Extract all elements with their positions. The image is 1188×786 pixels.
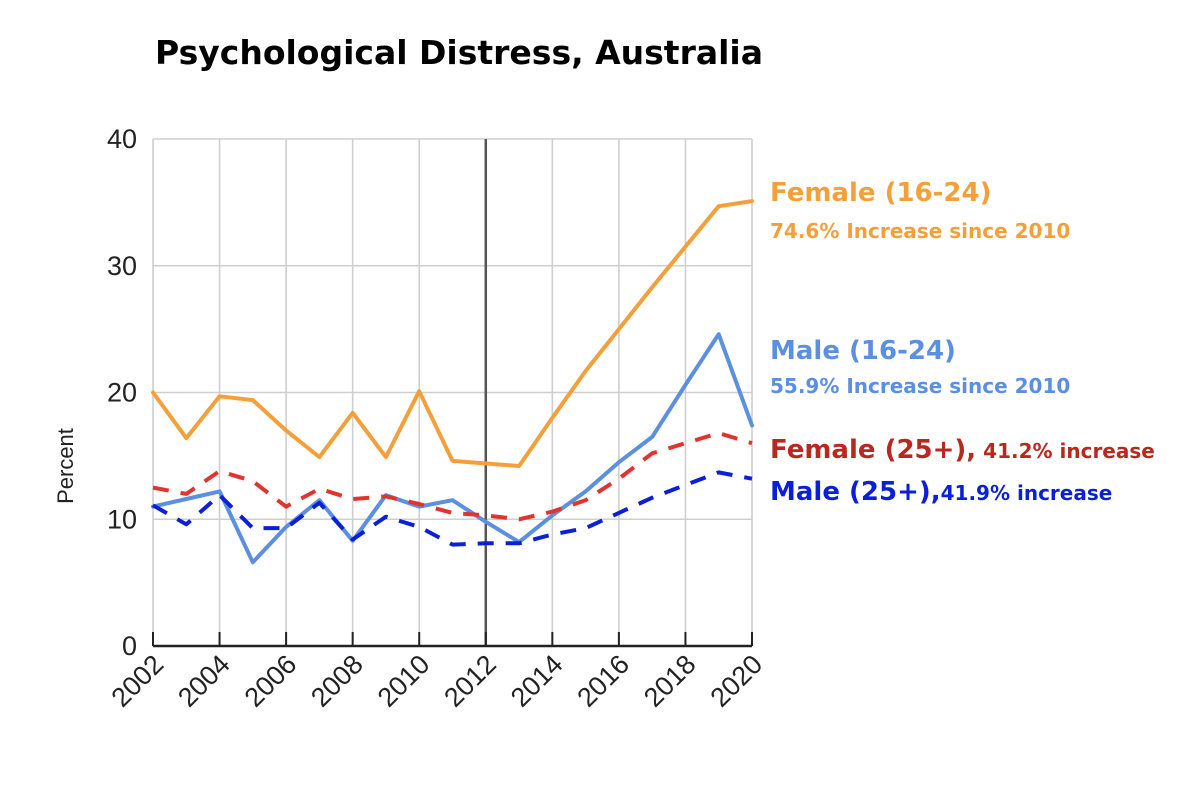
y-axis-ticks: 0 10 20 30 40 xyxy=(107,124,137,661)
series-line-female-25 xyxy=(152,431,753,522)
annotation-male-16-24: Male (16-24) 55.9% Increase since 2010 xyxy=(770,336,1070,398)
axes xyxy=(152,632,753,648)
annotation-female-16-24: Female (16-24) 74.6% Increase since 2010 xyxy=(770,178,1070,243)
x-tick-label: 2004 xyxy=(172,649,236,713)
annotation-male-25plus-text: Male (25+),41.9% increase xyxy=(770,477,1112,507)
x-tick-label: 2016 xyxy=(571,649,635,713)
annotation-male-25plus-label: Male (25+), xyxy=(770,477,941,507)
chart-title: Psychological Distress, Australia xyxy=(155,33,763,72)
annotation-female-25plus-sub: 41.2% increase xyxy=(976,439,1155,463)
annotation-female-16-24-sub: 74.6% Increase since 2010 xyxy=(770,219,1070,243)
series-line-female-16-24 xyxy=(151,199,754,468)
x-tick-label: 2010 xyxy=(372,649,436,713)
annotation-male-25plus-sub: 41.9% increase xyxy=(941,481,1113,505)
x-tick-label: 2014 xyxy=(505,649,569,713)
y-tick-label: 40 xyxy=(107,124,137,154)
y-tick-label: 0 xyxy=(122,631,137,661)
y-tick-label: 10 xyxy=(107,504,137,534)
x-axis-ticks: 2002 2004 2006 2008 2010 2012 2014 2016 2018 2020 xyxy=(106,649,769,713)
annotation-female-25plus-text: Female (25+), 41.2% increase xyxy=(770,435,1155,465)
x-tick-label: 2006 xyxy=(239,649,303,713)
x-tick-label: 2002 xyxy=(106,649,170,713)
series-lines xyxy=(151,199,754,565)
annotation-male-16-24-label: Male (16-24) xyxy=(770,336,956,366)
x-tick-label: 2008 xyxy=(305,649,369,713)
y-axis-label: Percent xyxy=(53,428,78,504)
x-tick-label: 2020 xyxy=(705,649,769,713)
y-tick-label: 30 xyxy=(107,251,137,281)
annotation-male-16-24-sub: 55.9% Increase since 2010 xyxy=(770,374,1070,398)
annotation-female-16-24-label: Female (16-24) xyxy=(770,178,992,208)
series-line-male-25 xyxy=(152,470,753,547)
annotation-female-25plus: Female (25+), 41.2% increase xyxy=(770,435,1155,465)
annotation-female-25plus-label: Female (25+), xyxy=(770,435,976,465)
annotation-male-25plus: Male (25+),41.9% increase xyxy=(770,477,1112,507)
gridlines xyxy=(152,138,753,646)
x-tick-label: 2018 xyxy=(638,649,702,713)
y-tick-label: 20 xyxy=(107,378,137,408)
series-line-male-16-24 xyxy=(151,332,754,565)
x-tick-label: 2012 xyxy=(438,649,502,713)
